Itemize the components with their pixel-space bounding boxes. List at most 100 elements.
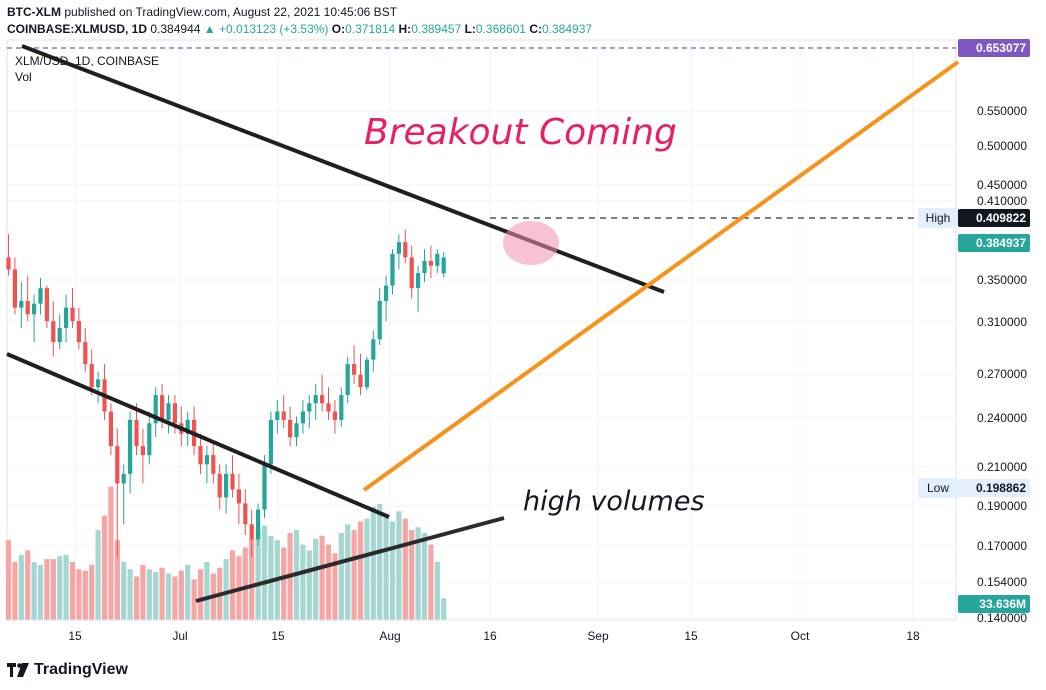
time-tick-label: Oct — [791, 629, 810, 643]
candle-body — [313, 395, 318, 404]
candle-body — [204, 455, 209, 465]
candle-body — [51, 321, 56, 343]
time-tick-label: Jul — [172, 629, 187, 643]
time-tick-label: 15 — [68, 629, 82, 643]
candle-body — [44, 288, 49, 322]
candle-body — [435, 253, 440, 266]
up-arrow-icon: ▲ — [203, 22, 216, 36]
candle-body — [211, 455, 216, 474]
orange-support-line[interactable] — [362, 60, 960, 492]
candle-body — [25, 301, 30, 315]
price-chart[interactable]: Breakout Coming high volumes 0.5500000.5… — [0, 0, 1046, 660]
price-label-text: 0.384937 — [976, 236, 1026, 250]
breakout-highlight — [503, 221, 559, 265]
candle-body — [121, 473, 126, 484]
candle-body — [352, 364, 357, 375]
price-tag-text: Low — [927, 481, 949, 495]
price-tick-label: 0.154000 — [977, 575, 1027, 589]
candle-body — [294, 423, 299, 438]
volume-bar — [204, 562, 210, 620]
candle-body — [409, 257, 414, 289]
candle-body — [320, 395, 325, 404]
last-price: 0.384944 — [150, 22, 201, 36]
volume-bar — [441, 598, 447, 620]
candle-body — [224, 473, 229, 498]
candle-body — [256, 509, 261, 540]
candle-body — [160, 395, 165, 420]
low-label: L: — [464, 22, 476, 36]
candle-body — [441, 257, 446, 274]
volume-bar — [89, 564, 95, 620]
candle-body — [140, 446, 145, 456]
candle-body — [76, 321, 81, 343]
volume-trend-line[interactable] — [195, 516, 505, 603]
price-label-box — [958, 595, 1030, 613]
volume-bar — [255, 530, 261, 620]
price-axis[interactable]: 0.550000 0.500000 0.450000 0.410000 0.350000… — [977, 104, 1027, 625]
volume-bar — [159, 567, 165, 620]
volume-bar — [146, 569, 152, 620]
volume-bar — [63, 554, 69, 620]
volume-bar — [133, 576, 140, 620]
price-tick-label: 0.270000 — [977, 367, 1027, 381]
candle-body — [384, 285, 389, 302]
price-tag-box — [918, 478, 958, 498]
candle-body — [403, 242, 408, 258]
volume-bar — [172, 576, 178, 620]
volume-bar — [345, 524, 351, 620]
volume-bar — [185, 564, 191, 620]
volume-bar — [108, 486, 114, 620]
candle-body — [6, 257, 11, 270]
ohlc-line: COINBASE:XLMUSD, 1D 0.384944 ▲ +0.013123… — [7, 22, 592, 36]
candle-body — [217, 473, 222, 498]
tradingview-logo[interactable]: TradingView — [7, 661, 128, 679]
lower-channel-line[interactable] — [6, 352, 390, 519]
candle-body — [19, 301, 24, 308]
volume-bar — [383, 515, 389, 620]
candle-body — [416, 273, 421, 289]
volume-bar — [434, 562, 440, 620]
candle-body — [38, 288, 43, 304]
volume-bar — [364, 518, 370, 620]
candle-body — [185, 419, 190, 434]
volume-bar — [44, 559, 50, 620]
candle-body — [288, 419, 293, 438]
volume-bar — [114, 540, 120, 620]
publisher-name[interactable]: BTC-XLM — [7, 5, 61, 19]
volume-bar — [300, 544, 306, 620]
volume-bar — [402, 518, 408, 620]
price-tick-label: 0.140000 — [977, 611, 1027, 625]
breakout-annotation: Breakout Coming — [364, 112, 677, 153]
high-value: 0.389457 — [411, 22, 462, 36]
volume-bar — [389, 521, 396, 620]
volume-bar — [12, 562, 18, 620]
time-tick-label: 15 — [271, 629, 285, 643]
candle-body — [396, 242, 401, 254]
price-label-text: 0.198862 — [976, 481, 1026, 495]
volume-bar — [121, 562, 127, 620]
volume-legend[interactable]: Vol — [15, 70, 32, 84]
candle-body — [262, 464, 267, 510]
candle-body — [83, 342, 88, 365]
price-label-text: 33.636M — [979, 597, 1026, 611]
candle-body — [364, 359, 369, 388]
volume-bar — [140, 564, 146, 620]
volume-bar — [261, 525, 268, 620]
candle-body — [134, 419, 139, 447]
candle-body — [12, 269, 17, 308]
candle-body — [198, 446, 203, 465]
volume-bar — [37, 564, 44, 620]
price-labels: 0.653077 0.409822 High 0.384937 0.198862 Low 3… — [918, 39, 1030, 613]
candle-body — [147, 423, 152, 456]
volume-bar — [5, 540, 12, 620]
price-label-text: 0.653077 — [976, 41, 1026, 55]
candle-body — [428, 260, 433, 266]
time-axis[interactable]: 15 Jul 15 Aug 16 Sep 15 Oct 18 — [7, 619, 956, 643]
candle-body — [236, 489, 241, 504]
volume-bar — [191, 579, 197, 620]
volume-bar — [25, 550, 31, 620]
price-tick-label: 0.170000 — [977, 539, 1027, 553]
candle-body — [377, 301, 382, 340]
series-legend[interactable]: XLM/USD, 1D, COINBASE — [15, 54, 160, 68]
volume-bar — [313, 538, 319, 620]
